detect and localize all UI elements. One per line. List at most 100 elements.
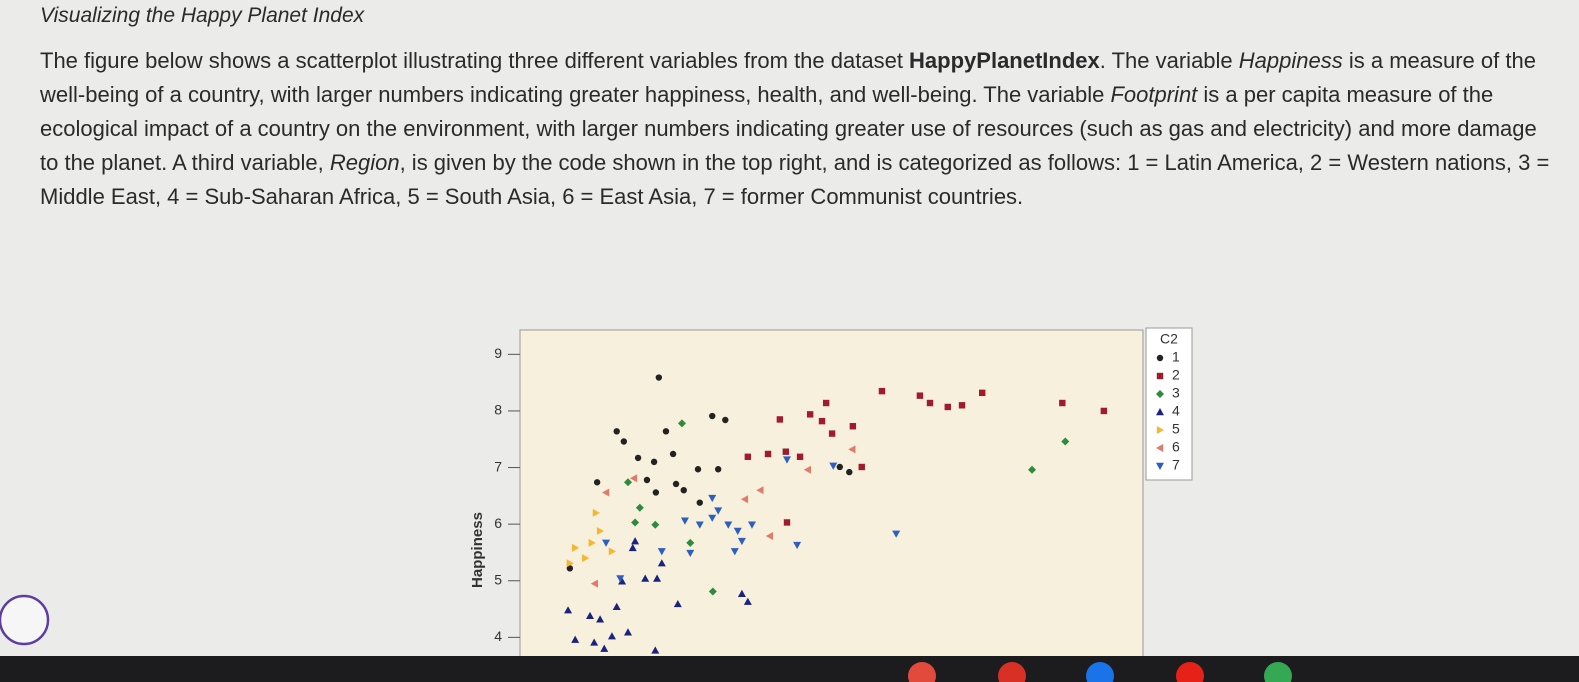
point (782, 448, 790, 455)
point (607, 632, 616, 640)
point (686, 538, 695, 547)
point (916, 392, 924, 399)
point (608, 547, 616, 556)
point (783, 456, 791, 464)
legend-marker (1156, 354, 1164, 362)
point (694, 466, 702, 473)
point (635, 503, 644, 512)
text-italic: Region (329, 150, 400, 175)
point (613, 428, 620, 435)
point (602, 539, 611, 547)
point (593, 479, 601, 486)
side-icon[interactable] (0, 594, 50, 646)
point (592, 508, 600, 517)
legend-marker (1156, 408, 1164, 416)
point (828, 430, 836, 437)
point (612, 602, 621, 610)
point (631, 537, 640, 545)
y-tick-label: 4 (494, 628, 502, 644)
point (571, 543, 580, 552)
point (714, 466, 722, 473)
point (634, 454, 642, 462)
legend-label: 6 (1172, 439, 1180, 455)
y-tick-label: 7 (494, 458, 502, 474)
point (803, 465, 811, 474)
point (596, 526, 605, 535)
point (643, 476, 651, 484)
text: , is given by the code shown in the top … (40, 150, 1550, 209)
y-tick-label: 6 (494, 515, 502, 531)
point (926, 399, 934, 407)
point (696, 499, 703, 506)
point (829, 462, 838, 470)
point (571, 635, 580, 643)
point (783, 519, 791, 526)
point (1061, 437, 1070, 446)
legend-label: 1 (1172, 349, 1180, 365)
point (566, 559, 574, 568)
text-italic: Footprint (1110, 82, 1198, 107)
point (695, 521, 704, 529)
point (669, 450, 677, 458)
point (680, 486, 687, 494)
point (846, 468, 853, 476)
point (776, 416, 784, 423)
point (1028, 465, 1037, 474)
point (623, 478, 632, 487)
point (602, 488, 610, 497)
point (744, 453, 752, 460)
point (818, 417, 826, 425)
y-tick-label: 9 (494, 345, 502, 361)
point (620, 438, 628, 445)
point (672, 480, 680, 488)
legend-label: 4 (1172, 403, 1180, 419)
legend-label: 3 (1172, 385, 1180, 401)
point (737, 589, 746, 597)
point (616, 575, 625, 583)
y-axis-label: Happiness (469, 512, 486, 588)
point (590, 579, 598, 588)
point (764, 450, 772, 458)
point (743, 597, 752, 605)
title: Visualizing the Happy Planet Index (40, 4, 365, 27)
text: The figure below shows a scatterplot ill… (40, 48, 910, 73)
point (724, 521, 733, 529)
point (1100, 407, 1108, 415)
legend-label: 7 (1172, 457, 1180, 473)
legend-marker (1156, 462, 1164, 470)
point (641, 574, 650, 582)
point (714, 507, 723, 515)
taskbar (0, 656, 1579, 682)
point (709, 412, 716, 420)
point (629, 474, 638, 483)
point (708, 514, 717, 522)
point (673, 599, 682, 608)
point (586, 611, 595, 620)
point (836, 463, 844, 471)
text-bold: HappyPlanetIndex (909, 48, 1100, 73)
legend-label: 2 (1172, 367, 1180, 383)
legend-marker (1156, 372, 1164, 380)
app-icon[interactable] (1086, 662, 1114, 682)
point (756, 486, 764, 495)
point (631, 518, 640, 527)
point (628, 543, 637, 552)
app-icon[interactable] (1264, 662, 1292, 682)
y-tick-label: 8 (494, 402, 502, 418)
point (582, 554, 590, 563)
point (737, 537, 746, 546)
app-icon[interactable] (1176, 662, 1204, 682)
point (793, 541, 802, 550)
point (657, 548, 666, 556)
app-icon[interactable] (908, 662, 936, 682)
point (730, 548, 739, 556)
point (747, 521, 756, 529)
app-icon[interactable] (998, 662, 1026, 682)
point (1059, 399, 1066, 407)
point (677, 419, 686, 428)
point (878, 387, 886, 395)
point (655, 374, 663, 381)
point (958, 402, 966, 409)
